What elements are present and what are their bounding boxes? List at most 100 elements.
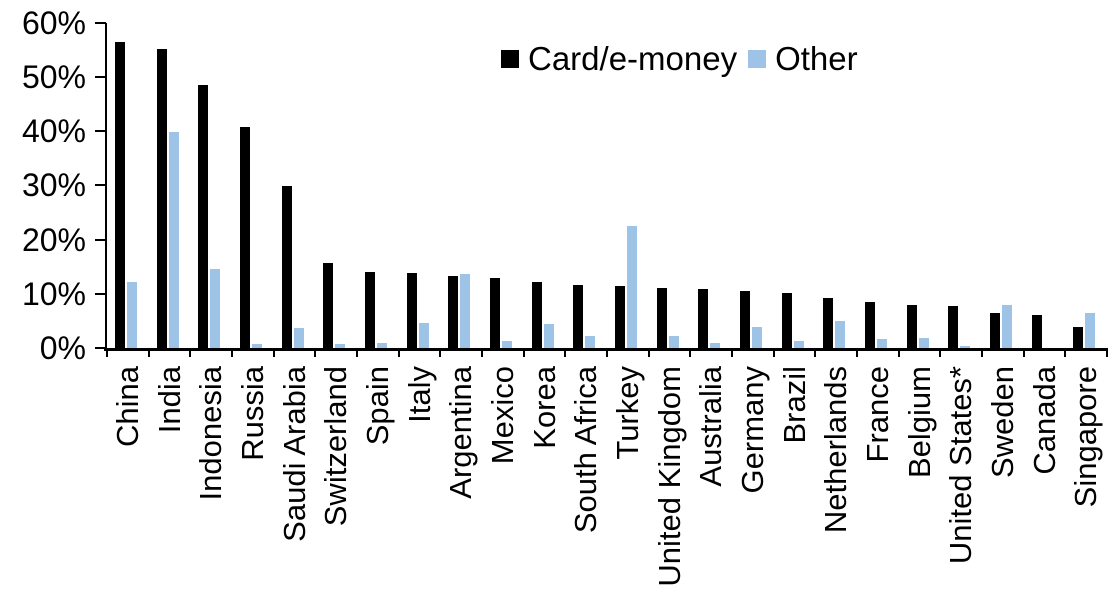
category-tick	[272, 351, 275, 357]
y-axis-label: 0%	[39, 330, 86, 366]
category-tick	[397, 351, 400, 357]
bar-card-e-money	[739, 291, 750, 348]
x-axis-label: India	[151, 366, 187, 434]
x-axis-label: Switzerland	[318, 366, 354, 527]
category-tick	[439, 351, 442, 357]
x-axis-label: Russia	[234, 366, 270, 461]
bar-card-e-money	[614, 286, 625, 348]
bar-other	[460, 274, 471, 348]
y-axis-label: 20%	[21, 221, 86, 258]
category-tick	[481, 351, 483, 357]
bar-card-e-money	[948, 306, 959, 348]
bar-card-e-money	[323, 263, 334, 348]
category-tick	[647, 351, 650, 357]
bar-card-e-money	[656, 288, 667, 348]
x-axis-label: Belgium	[901, 366, 937, 478]
category-tick	[522, 351, 525, 357]
bar-other	[126, 282, 137, 348]
x-axis-label: China	[109, 366, 145, 447]
category-tick	[106, 351, 108, 357]
bar-card-e-money	[198, 85, 209, 348]
category-tick	[981, 351, 983, 357]
x-axis-label: Australia	[693, 366, 729, 487]
y-axis-tick	[95, 184, 106, 187]
bar-card-e-money	[364, 272, 375, 348]
bar-other	[210, 269, 221, 348]
x-axis-label: United States*	[943, 366, 979, 565]
bar-other	[543, 324, 554, 348]
bar-card-e-money	[281, 186, 292, 348]
category-tick	[314, 351, 317, 357]
category-tick	[689, 351, 692, 357]
bar-card-e-money	[1031, 315, 1042, 348]
category-tick	[731, 351, 733, 357]
category-tick	[856, 351, 858, 357]
bar-other	[626, 226, 637, 348]
bar-card-e-money	[823, 298, 834, 348]
bar-card-e-money	[156, 49, 167, 348]
bar-card-e-money	[1073, 327, 1084, 348]
bar-other	[835, 321, 846, 348]
x-axis-label: Sweden	[984, 366, 1020, 479]
x-axis-label: Saudi Arabia	[276, 366, 312, 542]
category-tick	[606, 351, 608, 357]
bar-other	[1085, 313, 1096, 348]
bar-other	[335, 344, 346, 348]
x-axis-label: Italy	[401, 366, 437, 423]
y-axis-label: 60%	[21, 4, 86, 41]
legend-swatch-other	[748, 50, 767, 68]
bar-card-e-money	[781, 293, 792, 348]
x-axis-label: France	[859, 366, 895, 463]
category-tick	[1022, 351, 1025, 357]
bar-card-e-money	[906, 305, 917, 348]
x-axis-label: Mexico	[484, 366, 520, 465]
y-axis-tick	[95, 76, 106, 78]
bar-other	[960, 346, 971, 348]
x-axis-label: Netherlands	[818, 366, 854, 534]
category-tick	[939, 351, 942, 357]
bar-card-e-money	[448, 276, 459, 348]
bar-card-e-money	[489, 278, 500, 348]
x-axis-label: Brazil	[776, 366, 812, 444]
category-tick	[189, 351, 192, 357]
y-axis-label: 10%	[21, 275, 86, 312]
x-axis-label: Canada	[1026, 366, 1062, 475]
category-tick	[897, 351, 900, 357]
y-axis-tick	[95, 238, 106, 241]
bar-other	[501, 341, 512, 348]
legend-swatch-card-e-money	[501, 50, 519, 68]
category-tick	[1106, 351, 1108, 357]
y-axis-tick	[95, 130, 106, 133]
bar-other	[793, 341, 804, 348]
x-axis-label: Germany	[734, 366, 770, 494]
x-axis-label: United Kingdom	[651, 366, 687, 587]
bar-card-e-money	[864, 302, 875, 348]
y-axis-label: 30%	[21, 167, 86, 204]
y-axis-line	[105, 23, 107, 349]
x-axis-label: Indonesia	[193, 366, 229, 501]
bar-card-e-money	[406, 273, 417, 348]
bar-other	[293, 328, 304, 348]
bar-other	[876, 339, 887, 348]
category-tick	[772, 351, 775, 357]
category-tick	[1064, 351, 1067, 357]
bar-other	[710, 343, 721, 348]
x-axis-label: Turkey	[609, 366, 645, 460]
x-axis-label: Argentina	[443, 366, 479, 499]
bar-other	[668, 336, 679, 348]
bar-other	[251, 344, 262, 348]
bar-card-e-money	[573, 285, 584, 348]
bar-card-e-money	[531, 282, 542, 348]
legend-label-other: Other	[775, 40, 858, 77]
category-tick	[231, 351, 233, 357]
category-tick	[147, 351, 150, 357]
y-axis-tick	[95, 21, 106, 24]
x-axis-label: Singapore	[1068, 366, 1104, 508]
y-axis-tick	[95, 347, 106, 349]
bar-other	[585, 336, 596, 348]
y-axis-label: 50%	[21, 59, 86, 95]
x-axis-label: South Africa	[568, 366, 604, 534]
bar-other	[376, 343, 387, 348]
bar-card-e-money	[239, 127, 250, 348]
